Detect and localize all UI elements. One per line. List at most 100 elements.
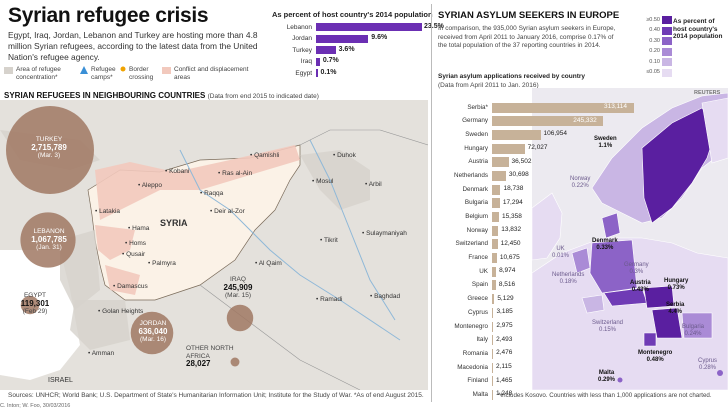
city-label: • Ras al-Ain bbox=[218, 170, 253, 177]
scale-swatch bbox=[662, 16, 672, 24]
eu-country-label: Montenegro 0.48% bbox=[638, 350, 672, 364]
application-bar bbox=[492, 253, 497, 264]
application-value: 8,974 bbox=[499, 267, 516, 275]
application-value: 8,516 bbox=[498, 280, 516, 288]
application-country: Cyprus bbox=[468, 308, 488, 316]
application-country: Sweden bbox=[465, 130, 488, 138]
host-share-row: Jordan 9.6% bbox=[270, 34, 420, 46]
application-country: Macedonia bbox=[457, 363, 488, 371]
euphrates-river bbox=[179, 149, 401, 341]
denmark-shape bbox=[601, 212, 621, 239]
application-value: 12,450 bbox=[500, 239, 521, 247]
host-share-bar bbox=[316, 34, 369, 43]
eu-country-value: 0.22% bbox=[571, 183, 589, 189]
scale-swatch bbox=[662, 26, 672, 35]
refugee-area-jordan bbox=[70, 300, 130, 350]
application-row: Montenegro 2,975 bbox=[438, 320, 628, 334]
city-label: • Kobani bbox=[165, 168, 190, 175]
turkey-count: TURKEY 2,715,789 (Mar. 3) bbox=[31, 136, 67, 159]
city-label: • Qamishli bbox=[250, 152, 280, 159]
eu-country-name: Sweden bbox=[594, 136, 617, 142]
application-row: Sweden 106,954 bbox=[438, 128, 628, 142]
eu-country-name: Cyprus bbox=[698, 358, 718, 364]
application-value: 3,185 bbox=[496, 308, 513, 316]
serbia-shape bbox=[651, 307, 683, 339]
eu-country-value: 4.4% bbox=[668, 309, 683, 315]
application-bar bbox=[492, 280, 496, 291]
application-value: 106,954 bbox=[543, 130, 568, 138]
city-label: • Hama bbox=[128, 225, 150, 232]
conflict-zone-west bbox=[95, 225, 135, 260]
city-label: • Sulaymaniyah bbox=[362, 230, 407, 237]
eu-country-name: Austria bbox=[630, 280, 651, 286]
application-bar bbox=[492, 362, 493, 373]
legend-refugee-area: Area of refugee concentration* bbox=[4, 66, 76, 82]
host-share-value: 9.6% bbox=[371, 34, 388, 41]
host-share-value: 23.5% bbox=[424, 22, 444, 30]
europe-map-svg bbox=[532, 88, 728, 390]
application-value: 36,502 bbox=[511, 157, 532, 165]
city-label: • Palmyra bbox=[148, 260, 176, 267]
eu-country-value: 0.01% bbox=[552, 253, 570, 259]
application-country: Romania bbox=[462, 349, 488, 357]
application-row: Malta 1,248 bbox=[438, 388, 628, 402]
application-bar bbox=[492, 129, 541, 140]
application-value: 10,675 bbox=[499, 253, 520, 261]
eu-country-name: Denmark bbox=[592, 238, 618, 244]
host-share-country: Lebanon bbox=[286, 23, 312, 31]
city-label: • Arbil bbox=[365, 181, 382, 188]
host-share-value: 3.6% bbox=[338, 45, 355, 53]
eu-country-label: Serbia 4.4% bbox=[666, 302, 684, 316]
europe-title: SYRIAN ASYLUM SEEKERS IN EUROPE bbox=[438, 10, 620, 21]
application-country: Hungary bbox=[464, 144, 488, 152]
application-country: UK bbox=[479, 267, 488, 275]
application-value: 1,248 bbox=[496, 390, 513, 398]
application-bar bbox=[492, 239, 498, 250]
eu-country-label: Cyprus 0.28% bbox=[698, 358, 717, 372]
host-share-country: Turkey bbox=[292, 46, 312, 54]
eu-country-label: Malta 0.29% bbox=[598, 370, 615, 384]
application-value: 5,129 bbox=[497, 294, 514, 302]
city-label: • Aleppo bbox=[138, 182, 162, 189]
legend-border-crossing: Border crossing bbox=[120, 66, 163, 82]
application-row: France 10,675 bbox=[438, 252, 628, 266]
map-legend: Area of refugee concentration* Refugee c… bbox=[4, 66, 274, 88]
application-country: Austria bbox=[468, 158, 488, 166]
application-bar bbox=[492, 389, 493, 400]
application-country: Bulgaria bbox=[464, 199, 488, 207]
scale-label: ≤0.05 bbox=[646, 69, 660, 75]
application-country: Greece bbox=[467, 295, 488, 303]
finland-shape bbox=[701, 97, 728, 164]
application-bar bbox=[492, 102, 634, 113]
eu-country-value: 1.1% bbox=[598, 143, 613, 149]
cyprus-shape bbox=[717, 370, 723, 376]
application-bar bbox=[492, 157, 509, 168]
application-country: Norway bbox=[466, 226, 488, 234]
camp-triangle-icon bbox=[80, 66, 88, 74]
lebanon-count: LEBANON 1,067,785 (Jan. 31) bbox=[31, 228, 67, 251]
israel-label: ISRAEL bbox=[48, 377, 73, 384]
city-label: • Ramadi bbox=[316, 296, 343, 303]
city-label: • Golan Heights bbox=[98, 308, 144, 315]
eu-country-label: Switzerland 0.15% bbox=[592, 320, 623, 334]
scale-swatch bbox=[662, 47, 672, 56]
host-share-value: 0.1% bbox=[320, 68, 337, 76]
host-share-bar bbox=[316, 57, 320, 66]
scale-swatch bbox=[662, 37, 672, 45]
border-crossing-icon bbox=[120, 66, 126, 72]
city-label: • Raqqa bbox=[200, 190, 224, 197]
application-bar bbox=[492, 198, 500, 209]
eu-country-label: Sweden 1.1% bbox=[594, 136, 617, 150]
netherlands-shape bbox=[571, 247, 591, 274]
application-value: 245,332 bbox=[573, 116, 597, 124]
application-country: Malta bbox=[472, 390, 488, 398]
host-share-chart: Lebanon 23.5% Jordan 9.6% Turkey 3.6% Iraq 0.7%… bbox=[270, 22, 444, 80]
host-share-title: As percent of host country's 2014 popula… bbox=[272, 10, 433, 19]
scale-label: 0.10 bbox=[649, 58, 660, 65]
neighbours-map: SYRIA • Aleppo • Kobani • Ras al-Ain • Qami… bbox=[0, 100, 428, 390]
eu-country-label: Austria 0.43% bbox=[630, 280, 651, 294]
host-share-country: Iraq bbox=[300, 58, 312, 65]
iraq-count: IRAQ 245,909 (Mar. 15) bbox=[223, 276, 253, 299]
application-row: Finland 1,465 bbox=[438, 375, 628, 389]
application-country: France bbox=[468, 254, 488, 262]
